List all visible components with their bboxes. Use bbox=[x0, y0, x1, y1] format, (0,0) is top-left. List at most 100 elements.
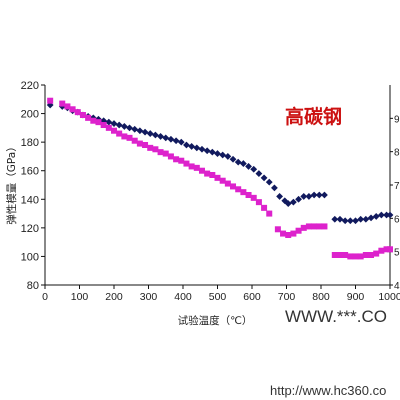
x-tick-label: 700 bbox=[278, 291, 296, 303]
data-point-square bbox=[209, 172, 216, 178]
data-point-diamond bbox=[315, 191, 323, 199]
data-point-square bbox=[183, 160, 190, 167]
data-point-diamond bbox=[115, 121, 123, 129]
data-point-square bbox=[245, 192, 252, 198]
data-point-diamond bbox=[377, 211, 385, 219]
data-point-square bbox=[316, 223, 323, 230]
data-point-diamond bbox=[136, 127, 144, 135]
x-tick-label: 200 bbox=[105, 291, 123, 303]
data-point-diamond bbox=[229, 155, 237, 163]
data-point-diamond bbox=[193, 144, 201, 152]
data-point-square bbox=[336, 252, 343, 258]
data-point-diamond bbox=[157, 133, 164, 140]
data-point-diamond bbox=[100, 117, 108, 125]
data-point-diamond bbox=[300, 193, 308, 200]
data-point-square bbox=[331, 252, 338, 258]
y-tick-label: 180 bbox=[21, 137, 39, 149]
data-point-diamond bbox=[224, 153, 232, 160]
data-point-diamond bbox=[234, 158, 242, 166]
data-point-square bbox=[59, 100, 66, 107]
chart-annotation: 高碳钢 bbox=[285, 105, 342, 128]
data-point-diamond bbox=[341, 217, 349, 225]
data-point-diamond bbox=[203, 147, 211, 155]
y-tick-label: 220 bbox=[21, 80, 39, 92]
y2-tick-label: 6 bbox=[394, 214, 400, 225]
y-tick-label: 80 bbox=[27, 280, 39, 292]
data-point-diamond bbox=[367, 214, 375, 222]
data-point-square bbox=[383, 246, 390, 253]
data-point-diamond bbox=[383, 211, 390, 219]
data-point-square bbox=[342, 252, 349, 258]
data-point-diamond bbox=[146, 130, 154, 137]
data-point-square bbox=[90, 117, 97, 124]
data-point-diamond bbox=[321, 191, 328, 199]
data-point-square bbox=[152, 146, 159, 153]
x-tick-label: 800 bbox=[312, 291, 330, 303]
data-point-diamond bbox=[172, 137, 180, 145]
data-point-square bbox=[100, 122, 107, 128]
data-point-square bbox=[305, 223, 312, 230]
data-point-square bbox=[261, 204, 268, 211]
data-point-square bbox=[126, 134, 133, 141]
data-point-square bbox=[387, 246, 393, 253]
data-point-square bbox=[47, 97, 54, 104]
data-point-diamond bbox=[208, 148, 216, 156]
data-point-diamond bbox=[177, 138, 185, 146]
y-axis-title: 弹性模量（GPa） bbox=[5, 141, 18, 224]
y-tick-label: 120 bbox=[21, 223, 39, 235]
data-point-diamond bbox=[290, 198, 297, 206]
data-point-diamond bbox=[152, 131, 159, 139]
y2-tick-label: 4 bbox=[394, 281, 400, 292]
data-point-diamond bbox=[183, 141, 190, 149]
data-point-square bbox=[111, 127, 117, 134]
data-point-square bbox=[74, 109, 81, 116]
x-tick-label: 0 bbox=[42, 291, 48, 303]
data-point-square bbox=[193, 164, 200, 171]
data-point-diamond bbox=[346, 217, 354, 225]
data-point-diamond bbox=[386, 211, 394, 219]
data-point-diamond bbox=[120, 123, 128, 130]
data-point-diamond bbox=[188, 143, 196, 150]
x-tick-label: 500 bbox=[209, 291, 227, 303]
data-point-diamond bbox=[214, 150, 221, 157]
data-point-square bbox=[121, 133, 128, 140]
data-point-square bbox=[105, 124, 112, 131]
watermark-url: http://www.hc360.co bbox=[270, 383, 386, 398]
data-marks bbox=[46, 97, 394, 260]
data-point-diamond bbox=[245, 163, 252, 170]
data-point-square bbox=[95, 119, 102, 126]
data-point-square bbox=[142, 142, 149, 148]
data-point-square bbox=[69, 106, 76, 113]
tick-labels: 80 100 120 140 160 180 200 220 4 5 6 7 8 9 0 100 200 300 4… bbox=[21, 80, 400, 303]
x-tick-label: 1000 bbox=[378, 291, 400, 303]
y2-tick-label: 9 bbox=[394, 114, 400, 125]
data-point-square bbox=[274, 226, 281, 233]
data-point-square bbox=[219, 177, 226, 184]
data-point-square bbox=[204, 170, 211, 177]
x-tick-label: 600 bbox=[243, 291, 261, 303]
data-point-diamond bbox=[372, 213, 380, 220]
data-point-square bbox=[214, 174, 221, 181]
x-tick-label: 900 bbox=[347, 291, 365, 303]
data-point-diamond bbox=[284, 200, 292, 207]
data-point-square bbox=[321, 223, 328, 230]
data-point-diamond bbox=[162, 134, 170, 142]
y-tick-label: 100 bbox=[21, 251, 39, 263]
data-point-square bbox=[295, 227, 302, 234]
watermark-text: WWW.***.CO bbox=[285, 307, 387, 326]
data-point-diamond bbox=[250, 165, 258, 173]
data-point-square bbox=[167, 153, 174, 160]
data-point-square bbox=[300, 224, 307, 231]
data-point-square bbox=[368, 252, 375, 258]
data-point-square bbox=[255, 199, 262, 206]
data-point-diamond bbox=[141, 128, 149, 136]
data-point-square bbox=[178, 157, 185, 164]
data-point-diamond bbox=[276, 193, 283, 200]
data-point-diamond bbox=[352, 217, 359, 225]
data-point-square bbox=[162, 150, 169, 157]
data-point-diamond bbox=[167, 135, 175, 143]
data-point-square bbox=[266, 210, 273, 217]
y-tick-label: 200 bbox=[21, 109, 39, 121]
data-point-square bbox=[188, 163, 195, 170]
